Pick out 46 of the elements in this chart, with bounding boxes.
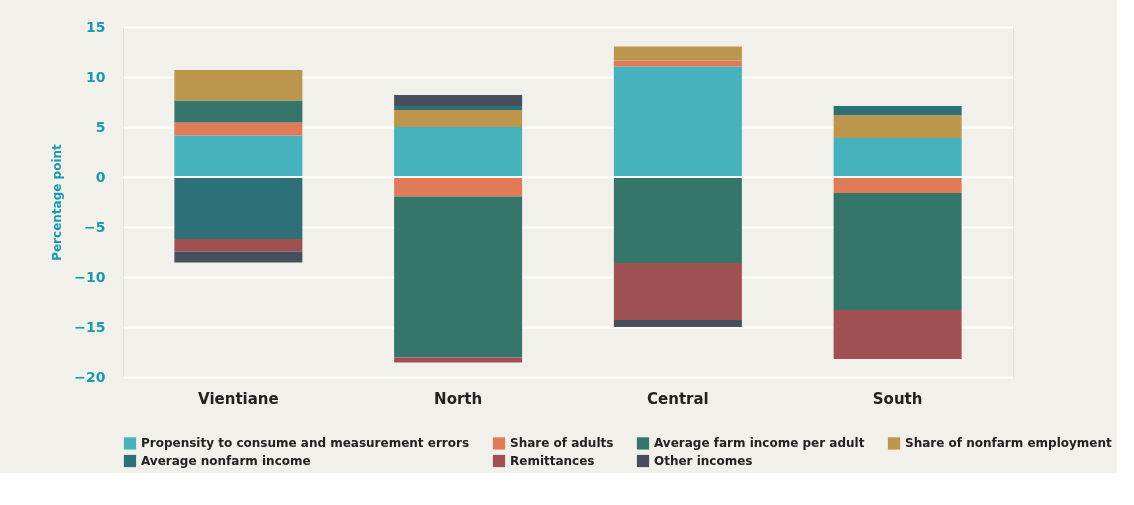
bar: [613, 320, 742, 327]
y-tick-label: 15: [86, 18, 106, 35]
x-tick-label: Vientiane: [198, 389, 279, 408]
bar: [394, 106, 523, 110]
legend-label: Other incomes: [654, 454, 753, 468]
legend-label: Remittances: [510, 454, 595, 468]
legend-label: Average nonfarm income: [141, 454, 311, 468]
bar: [394, 357, 523, 363]
bar: [613, 46, 742, 61]
bar: [833, 177, 962, 193]
legend-label: Share of adults: [510, 436, 614, 451]
bar: [174, 239, 303, 252]
bar: [394, 196, 523, 358]
y-tick-label: 10: [86, 68, 106, 85]
legend-label: Average farm income per adult: [654, 436, 865, 451]
bar: [174, 122, 303, 136]
bar: [174, 251, 303, 263]
bar: [174, 100, 303, 123]
y-tick-label: −5: [84, 218, 106, 235]
legend-label: Propensity to consume and measurement errors: [141, 436, 470, 451]
bar: [833, 193, 962, 310]
y-tick-label: 0: [95, 168, 106, 185]
y-tick-label: −15: [74, 318, 106, 335]
y-tick-label: −10: [74, 268, 106, 285]
bar: [394, 95, 523, 106]
x-tick-label: Central: [647, 389, 709, 408]
x-tick-label: North: [434, 389, 483, 408]
bar: [174, 70, 303, 101]
bar: [613, 60, 742, 67]
y-tick-label: 5: [95, 118, 106, 135]
bar: [833, 310, 962, 359]
bar: [174, 177, 303, 239]
bar: [833, 115, 962, 138]
legend-label: Share of nonfarm employment: [905, 436, 1113, 451]
bar: [394, 110, 523, 127]
bar: [833, 138, 962, 177]
x-tick-label: South: [872, 389, 923, 408]
bar: [613, 66, 742, 177]
y-axis-title: Percentage point: [50, 143, 65, 261]
y-tick-label: −20: [74, 368, 106, 385]
bar: [613, 177, 742, 263]
bar: [394, 127, 523, 177]
bar: [613, 263, 742, 320]
bar: [394, 177, 523, 197]
bar: [833, 106, 962, 115]
bar: [174, 135, 303, 177]
